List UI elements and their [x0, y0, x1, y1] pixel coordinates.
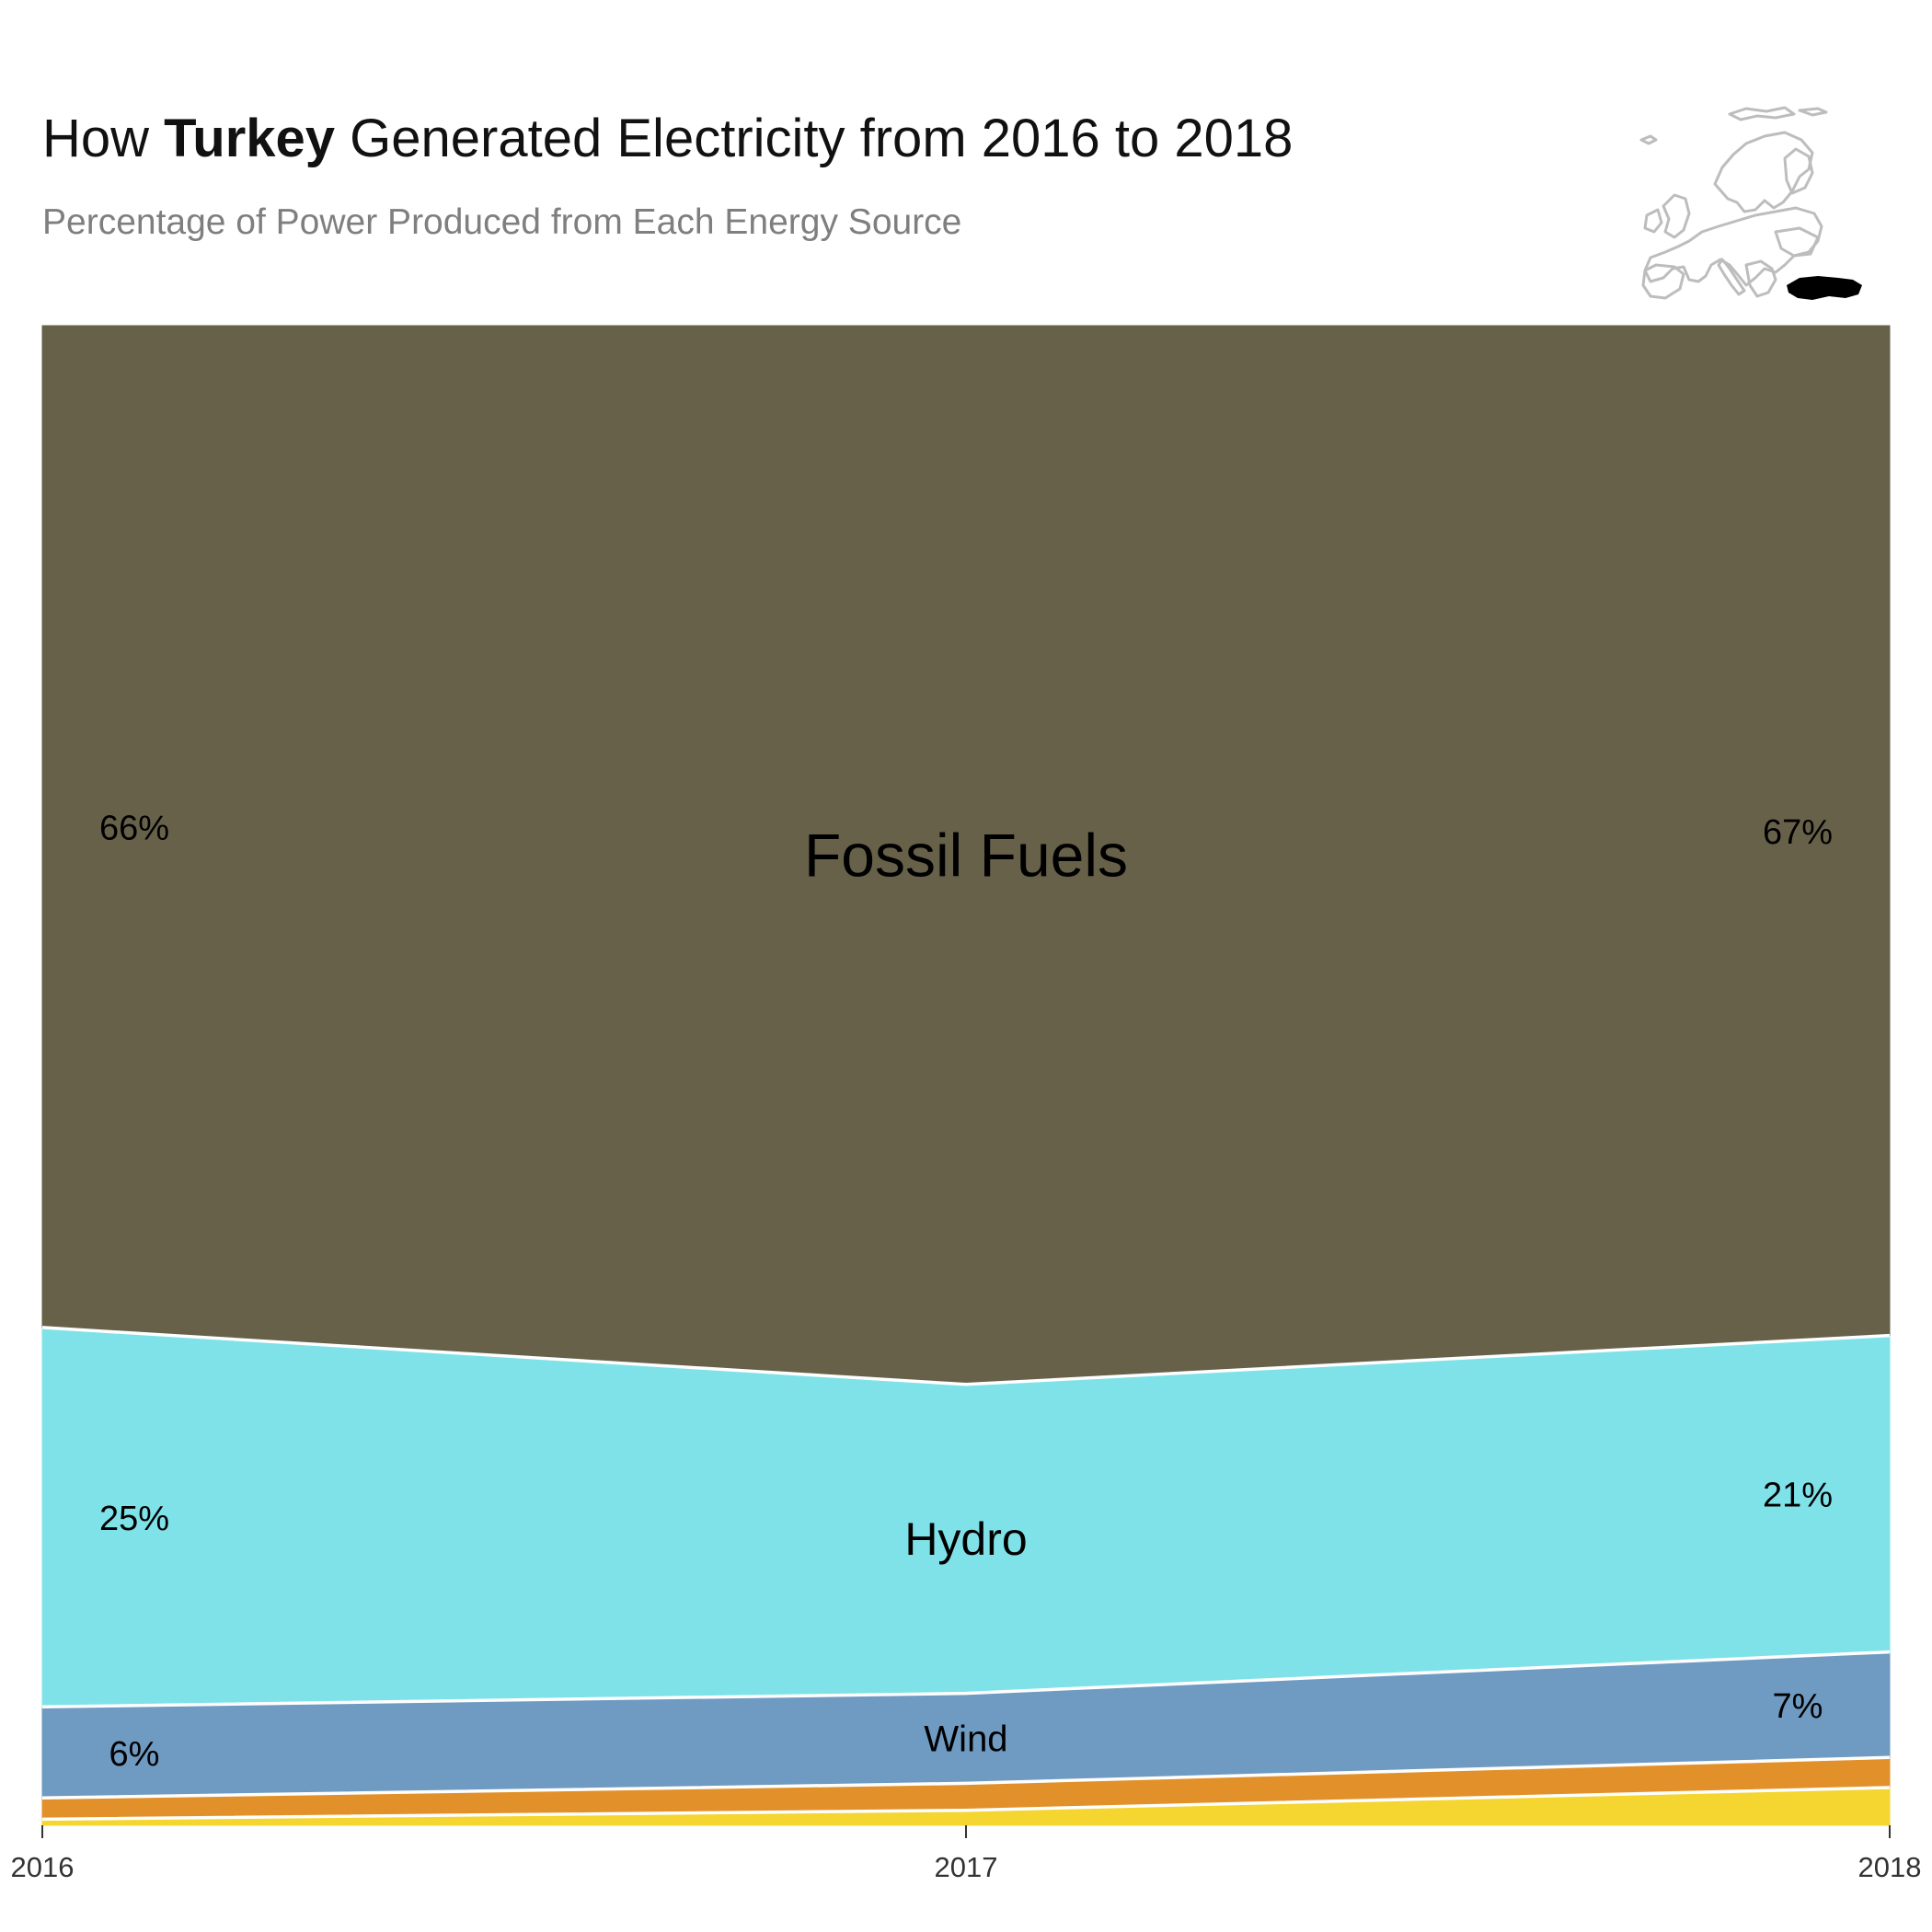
title-country: Turkey — [164, 109, 336, 168]
start-value-fossil-fuels: 66% — [99, 809, 169, 847]
boundary-line — [41, 1650, 1891, 1709]
scandinavia-outline — [1713, 131, 1814, 213]
turkey-highlight — [1787, 276, 1862, 300]
label-fossil-fuels: Fossil Fuels — [804, 821, 1128, 889]
end-value-wind: 7% — [1773, 1687, 1823, 1726]
page-title: How Turkey Generated Electricity from 20… — [42, 112, 1293, 166]
start-value-wind: 6% — [109, 1735, 160, 1774]
balkans-outline — [1744, 259, 1777, 298]
area-boundaries — [41, 1326, 1891, 1822]
x-axis: 2016 2017 2018 — [11, 1825, 1922, 1883]
boundary-line — [41, 1326, 1891, 1386]
iceland-outline — [1639, 134, 1658, 145]
title-suffix: Generated Electricity from 2016 to 2018 — [335, 109, 1294, 168]
label-wind: Wind — [924, 1719, 1007, 1759]
title-prefix: How — [42, 109, 165, 168]
area-layers — [41, 325, 1891, 1826]
area-labels: Wind 6% 7% Hydro 25% 21% Fossil Fuels 66% 67% — [99, 809, 1833, 1773]
x-tick-label: 2017 — [935, 1851, 998, 1883]
label-hydro: Hydro — [904, 1513, 1027, 1565]
finland-outline — [1783, 147, 1814, 195]
x-tick-label: 2018 — [1858, 1851, 1922, 1883]
svalbard-outline — [1728, 106, 1796, 121]
page-subtitle: Percentage of Power Produced from Each E… — [42, 202, 962, 242]
mainland-europe-outline — [1643, 206, 1823, 287]
boundary-line — [41, 1786, 1891, 1822]
x-tick-label: 2016 — [11, 1851, 75, 1883]
italy-outline — [1717, 258, 1746, 296]
europe-map-icon — [1639, 106, 1862, 300]
boundary-line — [41, 1755, 1891, 1800]
iberia-outline — [1641, 263, 1685, 300]
start-value-hydro: 25% — [99, 1500, 169, 1538]
end-value-fossil-fuels: 67% — [1763, 813, 1833, 852]
end-value-hydro: 21% — [1763, 1477, 1833, 1515]
svalbard-east-outline — [1798, 107, 1828, 117]
british-isles-outline — [1662, 193, 1691, 239]
ireland-outline — [1643, 208, 1663, 234]
ukraine-outline — [1774, 226, 1820, 258]
